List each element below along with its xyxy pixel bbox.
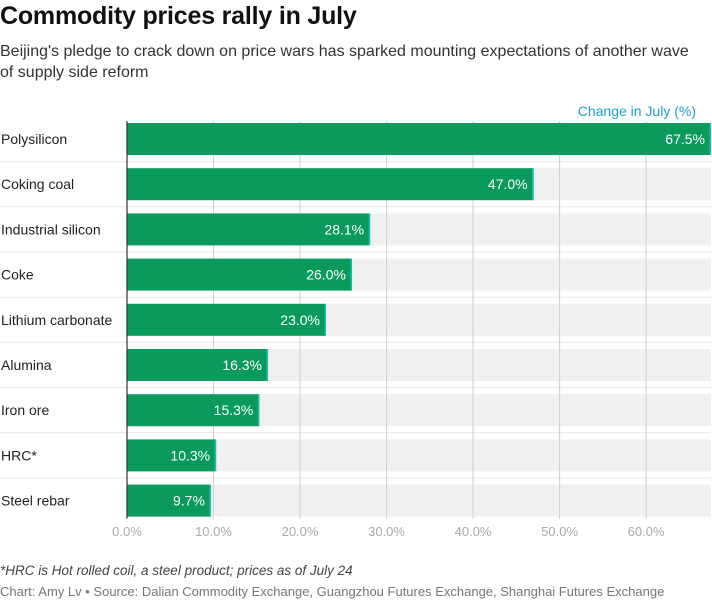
value-label: 16.3% [222,357,262,373]
bar [127,123,711,155]
value-label: 9.7% [173,493,205,509]
x-tick-label: 20.0% [282,524,319,539]
bar [127,168,534,201]
bar [127,439,217,472]
bar-edge [350,258,352,291]
value-label: 26.0% [306,267,346,283]
category-label: Lithium carbonate [1,312,113,328]
x-tick-label: 30.0% [368,524,405,539]
bar [127,484,211,517]
chart-footnote: *HRC is Hot rolled coil, a steel product… [0,563,353,578]
category-label: Alumina [1,357,52,373]
category-label: Coking coal [1,176,74,192]
x-tick-label: 10.0% [195,524,232,539]
value-label: 10.3% [170,447,210,463]
bar-edge [324,303,326,336]
bar [127,213,371,246]
bar-chart: Polysilicon 67.5% Coking coal 47.0% Industri… [0,121,711,539]
bar [127,258,352,291]
value-label: 28.1% [324,221,364,237]
bar-edge [214,439,217,472]
bar-edge [266,349,269,381]
chart-title: Commodity prices rally in July [0,2,357,30]
bar [127,303,326,336]
x-tick-label: 0.0% [112,524,142,539]
bar-edge [257,394,260,427]
bar-edge [209,484,211,517]
category-label: Steel rebar [1,493,70,509]
x-tick-label: 50.0% [541,524,578,539]
value-label: 47.0% [488,176,528,192]
category-label: HRC* [1,447,37,463]
value-label: 23.0% [280,312,320,328]
value-label: 15.3% [214,402,254,418]
bar-track [127,439,711,472]
category-label: Industrial silicon [1,221,101,237]
category-label: Polysilicon [1,131,67,147]
bar-edge [532,168,534,201]
bar [127,394,260,427]
chart-subtitle: Beijing's pledge to crack down on price … [0,43,689,81]
legend-label: Change in July (%) [577,103,696,119]
category-label: Iron ore [1,402,49,418]
category-label: Coke [1,267,34,283]
bar-edge [709,123,711,155]
bar [127,349,269,381]
bar-track [127,484,711,517]
x-tick-label: 60.0% [628,524,665,539]
chart-source: Chart: Amy Lv • Source: Dalian Commodity… [0,584,665,599]
bar-edge [368,213,371,246]
value-label: 67.5% [665,131,705,147]
x-tick-label: 40.0% [455,524,492,539]
